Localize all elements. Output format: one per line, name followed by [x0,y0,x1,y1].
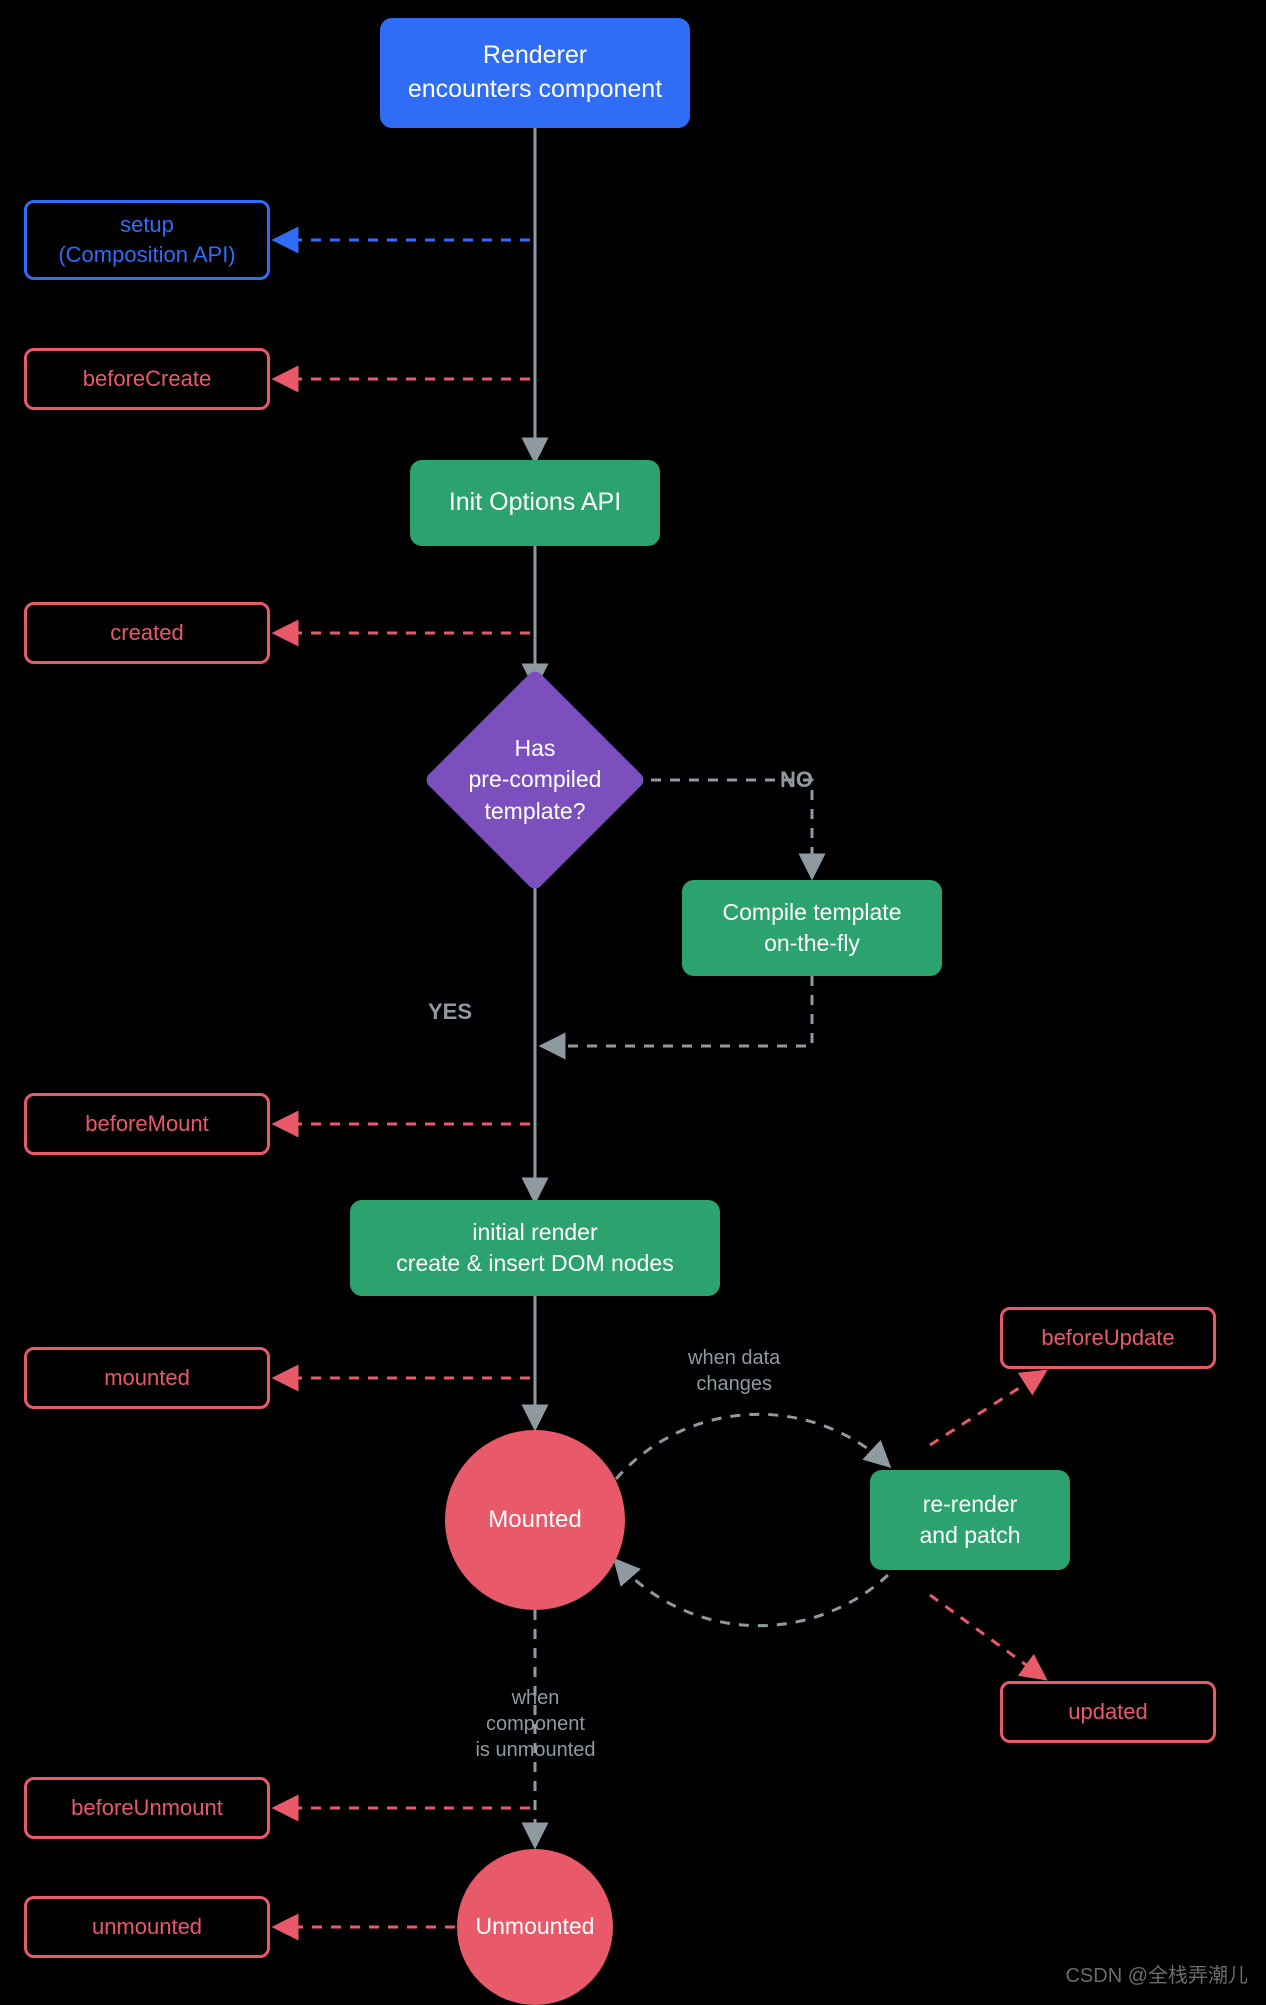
edge-to-beforeupdate [930,1372,1044,1445]
compile-line2: on-the-fly [764,930,860,956]
renderer-line1: Renderer [483,41,587,69]
mounted-hook-label: mounted [104,1363,190,1393]
node-diamond: Has pre-compiled template? [456,701,614,859]
beforeupdate-label: beforeUpdate [1041,1323,1174,1353]
node-beforeupdate: beforeUpdate [1000,1307,1216,1369]
unmounted-circle-label: Unmounted [476,1911,595,1942]
mounted-circle-label: Mounted [488,1504,581,1536]
unmounted-hook-label: unmounted [92,1912,202,1942]
setup-line2: (Composition API) [58,242,235,267]
node-compile: Compile template on-the-fly [682,880,942,976]
diamond-line3: template? [484,798,585,824]
node-beforeunmount: beforeUnmount [24,1777,270,1839]
edge-loop-bottom [616,1561,888,1626]
node-renderer: Renderer encounters component [380,18,690,128]
node-init-options: Init Options API [410,460,660,546]
node-beforecreate: beforeCreate [24,348,270,410]
rerender-line1: re-render [923,1491,1018,1517]
edge-loop-top [616,1414,888,1479]
node-initial-render: initial render create & insert DOM nodes [350,1200,720,1296]
setup-line1: setup [120,212,174,237]
node-unmounted-hook: unmounted [24,1896,270,1958]
node-setup: setup (Composition API) [24,200,270,280]
created-label: created [110,618,183,648]
label-yes: YES [428,998,472,1027]
node-unmounted-circle: Unmounted [457,1849,613,2005]
edge-to-updated [930,1595,1044,1678]
label-no: NO [780,766,813,795]
beforeunmount-label: beforeUnmount [71,1793,223,1823]
label-when-unmounted: when component is unmounted [468,1685,603,1763]
node-created: created [24,602,270,664]
beforecreate-label: beforeCreate [83,364,211,394]
node-rerender: re-render and patch [870,1470,1070,1570]
edge-compile-back [543,976,812,1046]
init-options-label: Init Options API [449,486,621,520]
label-when-data: when data changes [688,1345,780,1397]
watermark: CSDN @全栈弄潮儿 [1065,1959,1248,1988]
diamond-line2: pre-compiled [469,766,602,792]
node-mounted-hook: mounted [24,1347,270,1409]
node-updated: updated [1000,1681,1216,1743]
diamond-line1: Has [515,735,556,761]
node-mounted-circle: Mounted [445,1430,625,1610]
compile-line1: Compile template [723,899,902,925]
initial-render-line1: initial render [472,1219,597,1245]
beforemount-label: beforeMount [85,1109,209,1139]
updated-label: updated [1068,1697,1148,1727]
initial-render-line2: create & insert DOM nodes [396,1250,673,1276]
renderer-line2: encounters component [408,75,662,103]
node-beforemount: beforeMount [24,1093,270,1155]
rerender-line2: and patch [919,1522,1020,1548]
